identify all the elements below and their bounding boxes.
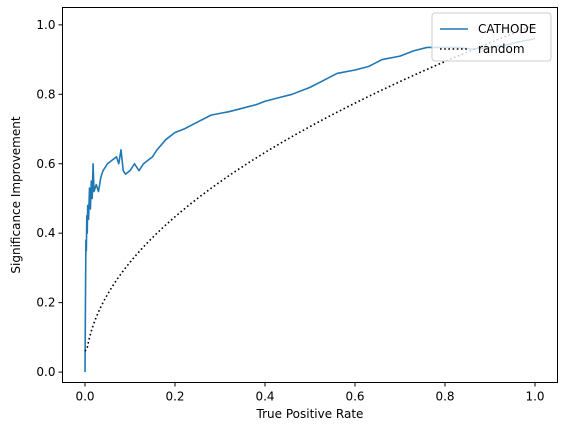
y-tick-label: 0.8	[36, 87, 55, 101]
series-line-cathode	[84, 37, 536, 373]
x-tick-label: 0.2	[165, 390, 184, 404]
x-tick-label: 1.0	[525, 390, 544, 404]
x-tick-label: 0.8	[435, 390, 454, 404]
y-tick-label: 0.2	[36, 296, 55, 310]
series-layer	[84, 24, 536, 373]
x-axis-label: True Positive Rate	[256, 407, 364, 421]
legend-label-random: random	[478, 42, 525, 56]
y-tick-label: 0.0	[36, 365, 55, 379]
y-axis-ticks: 0.0 0.2 0.4 0.6 0.8 1.0	[36, 18, 63, 379]
y-axis-label: Significance Improvement	[9, 116, 23, 273]
x-axis-ticks: 0.0 0.2 0.4 0.6 0.8 1.0	[75, 382, 545, 404]
legend-label-cathode: CATHODE	[478, 22, 536, 36]
legend: CATHODE random	[431, 12, 552, 62]
x-tick-label: 0.6	[345, 390, 364, 404]
x-tick-label: 0.0	[75, 390, 94, 404]
y-tick-label: 1.0	[36, 18, 55, 32]
plot-frame	[62, 7, 558, 383]
x-tick-label: 0.4	[255, 390, 274, 404]
y-tick-label: 0.6	[36, 157, 55, 171]
y-tick-label: 0.4	[36, 226, 55, 240]
